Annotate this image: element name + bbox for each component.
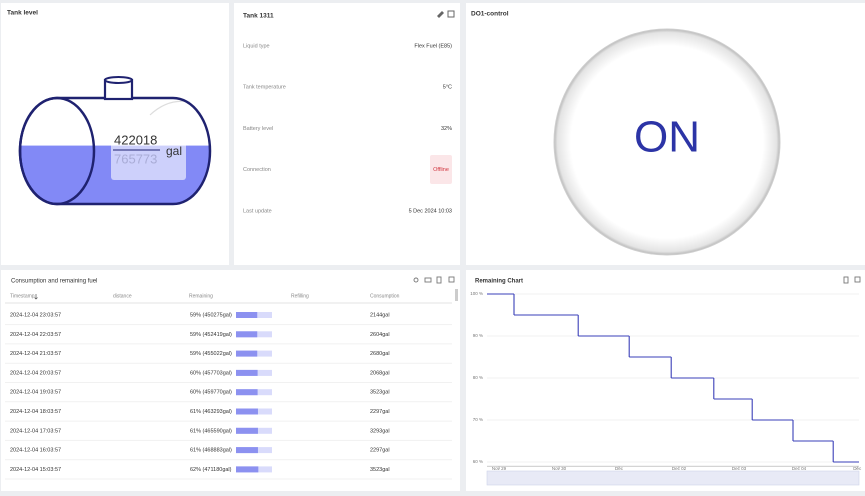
field-value: 5 Dec 2024 10:03	[409, 208, 452, 214]
y-tick-label: 70 %	[473, 417, 483, 422]
consumption: 2144gal	[370, 312, 390, 318]
timestamp: 2024-12-04 17:03:57	[10, 428, 61, 434]
remaining: 59% (455022gal)	[190, 351, 232, 357]
remaining: 62% (471180gal)	[190, 467, 232, 473]
card-title: Consumption and remaining fuel	[11, 279, 97, 285]
timestamp: 2024-12-04 22:03:57	[10, 332, 61, 338]
card-title: DO1-control	[471, 11, 509, 18]
remaining: 61% (463293gal)	[190, 409, 232, 415]
x-tick-label: Nov 30	[552, 466, 567, 471]
search-icon[interactable]	[413, 277, 419, 283]
field-value: 32%	[441, 126, 452, 132]
card-title: Tank level	[7, 10, 38, 17]
remaining: 60% (457703gal)	[190, 370, 232, 376]
timestamp: 2024-12-04 18:03:57	[10, 409, 61, 415]
column-header: Remaining	[189, 293, 213, 299]
field-label: Tank temperature	[243, 85, 286, 91]
y-tick-label: 60 %	[473, 459, 483, 464]
x-tick-label: Dec	[615, 466, 624, 471]
field-label: Last update	[243, 208, 272, 214]
status-badge	[430, 155, 452, 184]
consumption: 2297gal	[370, 409, 390, 415]
consumption: 2604gal	[370, 332, 390, 338]
x-tick-label: Dec 03	[732, 466, 747, 471]
fullscreen-icon[interactable]	[448, 276, 455, 283]
field-label: Battery level	[243, 126, 273, 132]
state-label: ON	[634, 113, 700, 162]
current-volume: 422018	[114, 132, 157, 147]
card	[1, 270, 460, 491]
remaining: 60% (459770gal)	[190, 390, 232, 396]
y-tick-label: 100 %	[470, 291, 483, 296]
field-value: Offline	[433, 167, 449, 173]
progress-bar	[236, 408, 258, 415]
field-value: 5°C	[443, 85, 452, 91]
card	[466, 270, 865, 491]
timestamp: 2024-12-04 23:03:57	[10, 312, 61, 318]
consumption: 3523gal	[370, 390, 390, 396]
x-tick-label: Dec	[853, 466, 862, 471]
timestamp: 2024-12-04 19:03:57	[10, 390, 61, 396]
column-header: Consumption	[370, 293, 400, 299]
column-header: Timestamp	[10, 293, 35, 299]
x-tick-label: Dec 02	[672, 466, 687, 471]
toolbar	[413, 276, 455, 284]
x-tick-label: Nov 29	[492, 466, 507, 471]
remaining: 61% (465590gal)	[190, 428, 232, 434]
field-label: Connection	[243, 167, 271, 173]
card	[234, 3, 460, 265]
open-icon[interactable]	[447, 10, 455, 18]
column-header: distance	[113, 293, 132, 299]
remaining: 59% (450275gal)	[190, 312, 232, 318]
progress-bar	[236, 427, 258, 434]
consumption: 2680gal	[370, 351, 390, 357]
field-label: Liquid type	[243, 43, 270, 49]
card-title: Remaining Chart	[475, 279, 523, 285]
x-tick-label: Dec 04	[792, 466, 807, 471]
fullscreen-icon[interactable]	[854, 276, 861, 283]
progress-bar	[236, 331, 258, 338]
capacity: 765773	[114, 151, 157, 166]
remaining: 61% (468883gal)	[190, 448, 232, 454]
progress-bar	[236, 466, 259, 473]
timestamp: 2024-12-04 16:03:57	[10, 448, 61, 454]
consumption: 3523gal	[370, 467, 390, 473]
progress-bar	[236, 312, 258, 318]
progress-bar	[236, 447, 258, 454]
zoom-navigator[interactable]	[486, 470, 860, 486]
column-header: Refilling	[291, 293, 309, 299]
consumption: 2297gal	[370, 448, 390, 454]
progress-bar	[236, 369, 258, 376]
unit: gal	[166, 144, 182, 158]
progress-bar	[236, 350, 258, 357]
timestamp: 2024-12-04 15:03:57	[10, 467, 61, 473]
export-icon[interactable]	[843, 276, 849, 284]
columns-icon[interactable]	[424, 277, 432, 283]
scrollbar	[455, 289, 458, 301]
remaining: 59% (452419gal)	[190, 332, 232, 338]
sort-icon	[34, 294, 38, 300]
card-title: Tank 1311	[243, 13, 274, 20]
edit-icon[interactable]	[437, 11, 444, 18]
y-tick-label: 80 %	[473, 375, 483, 380]
consumption: 2068gal	[370, 370, 390, 376]
progress-bar	[236, 389, 258, 396]
export-icon[interactable]	[436, 276, 442, 284]
field-value: Flex Fuel (E85)	[414, 43, 452, 49]
timestamp: 2024-12-04 21:03:57	[10, 351, 61, 357]
y-tick-label: 90 %	[473, 333, 483, 338]
tank	[18, 76, 212, 206]
consumption: 3293gal	[370, 428, 390, 434]
timestamp: 2024-12-04 20:03:57	[10, 370, 61, 376]
toggle-button[interactable]	[553, 28, 781, 256]
